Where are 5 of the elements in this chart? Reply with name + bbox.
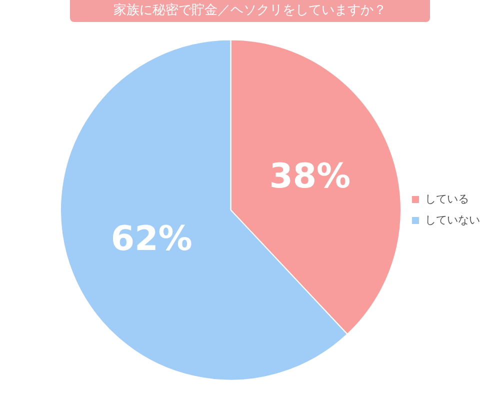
chart-title: 家族に秘密で貯金／ヘソクリをしていますか？ — [70, 0, 430, 22]
data-label: 62% — [110, 219, 192, 260]
legend-label: していない — [425, 213, 480, 226]
legend-label: している — [425, 192, 469, 206]
data-label: 38% — [269, 156, 351, 196]
